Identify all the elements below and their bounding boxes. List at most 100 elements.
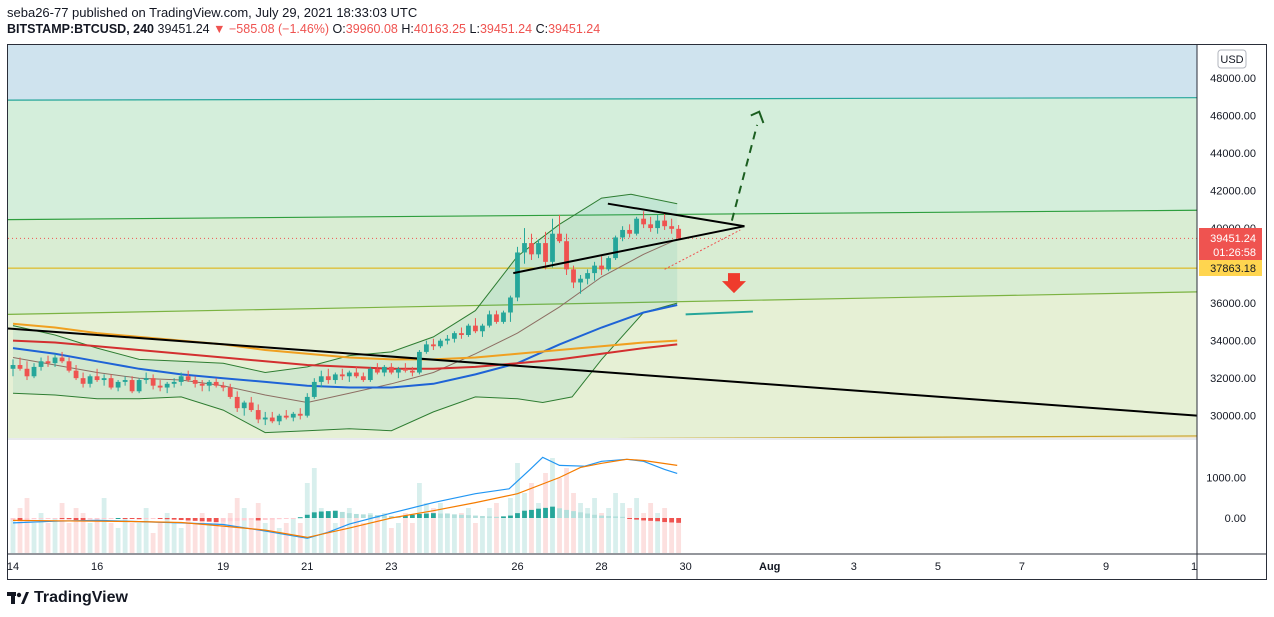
volume-bar [620,503,625,553]
volume-bar [220,518,226,553]
volume-bar [269,518,275,553]
time-tick-label: 3 [851,561,857,573]
candle-body [87,376,93,384]
candle [606,256,611,272]
volume-bar [241,508,247,553]
macd-hist-bar [487,516,492,518]
candle [136,378,142,394]
macd-hist-bar [66,518,72,520]
macd-hist-bar [178,518,184,521]
volume-bar [94,518,100,553]
candle-body [17,365,23,369]
volume-bar [473,523,478,553]
volume-bar [438,503,443,553]
volume-bar [17,508,23,553]
volume-bar [381,513,387,553]
candle-body [94,376,100,381]
volume-bar [367,513,373,553]
candle [66,357,72,373]
volume-bar [297,523,303,553]
candle [318,370,324,388]
candle [164,381,170,394]
candle-body [150,378,156,386]
macd-hist-bar [115,518,121,519]
volume-bar [431,508,436,553]
time-tick-label: 26 [511,561,523,573]
ma-orange [12,322,678,361]
volume-bar [143,508,149,553]
volume-bar [655,513,660,553]
candle [648,216,654,232]
volume-bar [171,523,177,553]
macd-hist-bar [606,515,611,518]
candle [150,374,156,390]
candle-body [592,265,597,274]
volume-bar [423,503,429,553]
candle [276,413,282,426]
macd-hist-bar [290,518,296,519]
volume-bar [164,513,170,553]
macd-hist-bar [662,518,668,523]
candle [59,351,65,364]
macd-hist-bar [136,518,142,520]
volume-bar [318,508,324,553]
candle [487,310,492,328]
macd-hist-bar [564,509,569,518]
tradingview-logo[interactable]: TradingView [7,589,128,607]
osc-tick-label: 1000.00 [1206,473,1246,485]
candle-body [613,237,618,259]
macd-hist-bar [452,514,457,518]
candle-body [255,410,261,420]
macd-hist-bar [325,511,331,518]
candle [45,355,51,367]
candle-body [599,265,604,270]
candle [508,295,513,322]
macd-hist-bar [627,518,633,519]
candle [529,233,534,260]
candle [480,323,485,337]
volume-bar [150,533,156,553]
candle-body [234,396,240,409]
macd-hist-bar [634,518,639,520]
macd-hist-bar [367,514,373,518]
ma-blue [12,304,678,389]
breakout-arrow-head [750,110,765,124]
triangle-upper-line [607,202,745,228]
candle-body [417,351,422,373]
volume-bar [45,523,51,553]
low-value: 39451.24 [479,22,533,36]
time-tick-label: 16 [91,561,103,573]
price-tick-label: 36000.00 [1210,298,1256,310]
candle [339,368,345,381]
countdown-label: 01:26:58 [1213,247,1256,259]
macd-hist-bar [543,507,548,518]
volume-bar [592,498,597,553]
candle-body [206,381,212,386]
last-price-badge: 39451.24 01:26:58 [1199,228,1262,260]
brand-name: TradingView [34,589,128,606]
last-price-badge-value: 39451.24 [1210,233,1256,245]
candle [423,340,429,354]
macd-hist-bar [248,518,254,521]
volume-bar [353,518,359,553]
time-tick-label: 30 [680,561,692,573]
high-value: 40163.25 [413,22,467,36]
candle-body [297,413,303,416]
candle-body [550,233,555,262]
price-tick-label: 44000.00 [1210,148,1256,160]
candle-body [606,258,611,270]
candle [10,359,16,377]
macd-hist-bar [571,511,576,518]
macd-hist-bar [444,513,450,518]
chart-frame [7,44,1267,580]
osc-tick-label: 0.00 [1225,513,1246,525]
candle [192,376,198,388]
volume-bar [73,508,79,553]
macd-hist-bar [143,518,149,519]
currency-label: USD [1220,54,1243,66]
candle [381,365,387,377]
candle-body [24,368,30,377]
candle [466,323,471,337]
candle [655,214,660,234]
